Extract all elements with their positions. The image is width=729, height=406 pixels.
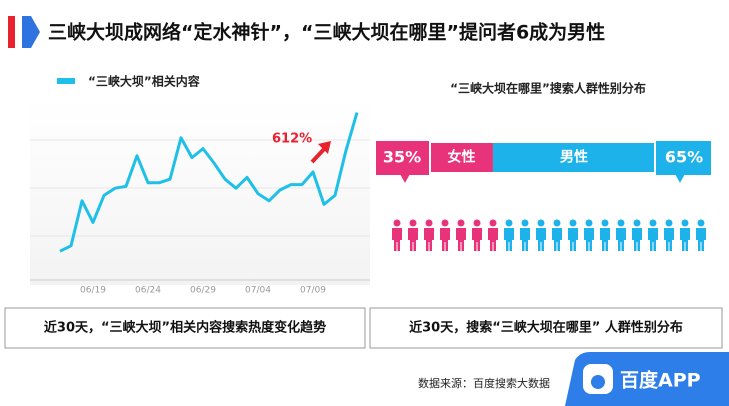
person-body bbox=[568, 228, 578, 251]
person-head bbox=[649, 219, 657, 227]
person-icon bbox=[648, 219, 658, 251]
legend-swatch bbox=[57, 78, 75, 84]
person-body bbox=[488, 228, 498, 251]
person-head bbox=[633, 219, 641, 227]
header-arrow bbox=[22, 16, 40, 48]
logo-text: 百度APP bbox=[620, 369, 701, 392]
person-icon bbox=[680, 219, 690, 251]
person-body bbox=[680, 228, 690, 251]
badge bbox=[374, 139, 431, 188]
caption-box bbox=[4, 307, 366, 349]
person-body bbox=[696, 228, 706, 251]
value-label: 35% bbox=[383, 148, 421, 167]
person-icon bbox=[552, 219, 562, 251]
person-head bbox=[457, 219, 465, 227]
person-icon bbox=[616, 219, 626, 251]
person-body bbox=[424, 228, 434, 251]
person-head bbox=[697, 219, 705, 227]
annotation-arrowhead bbox=[318, 141, 331, 154]
person-body bbox=[664, 228, 674, 251]
x-tick-label: 07/04 bbox=[245, 286, 271, 296]
badge bbox=[654, 139, 713, 188]
x-tick-label: 06/24 bbox=[135, 286, 161, 296]
caption: 近30天，“三峡大坝”相关内容搜索热度变化趋势 bbox=[44, 320, 326, 336]
gender-title: “三峡大坝在哪里”搜索人群性别分布 bbox=[450, 81, 646, 96]
gender-label: 女性 bbox=[447, 149, 475, 166]
person-body bbox=[536, 228, 546, 251]
person-icon bbox=[536, 219, 546, 251]
person-head bbox=[681, 219, 689, 227]
caption-box bbox=[369, 307, 723, 349]
person-body bbox=[408, 228, 418, 251]
line bbox=[59, 112, 359, 253]
x-tick-label: 06/19 bbox=[80, 286, 106, 296]
person-head bbox=[521, 219, 529, 227]
person-body bbox=[616, 228, 626, 251]
person-head bbox=[553, 219, 561, 227]
person-head bbox=[617, 219, 625, 227]
person-body bbox=[392, 228, 402, 251]
decor-lines bbox=[30, 139, 370, 237]
plot-background bbox=[30, 100, 370, 285]
person-icon bbox=[632, 219, 642, 251]
caption: 近30天，搜索“三峡大坝在哪里” 人群性别分布 bbox=[409, 320, 683, 336]
person-body bbox=[648, 228, 658, 251]
person-body bbox=[552, 228, 562, 251]
annotation: 612% bbox=[272, 132, 312, 147]
person-head bbox=[425, 219, 433, 227]
legend-label: “三峡大坝”相关内容 bbox=[88, 74, 200, 89]
person-icon bbox=[584, 219, 594, 251]
x-tick-label: 06/29 bbox=[190, 286, 216, 296]
person-icon bbox=[408, 219, 418, 251]
person-head bbox=[505, 219, 513, 227]
person-icon bbox=[424, 219, 434, 251]
person-head bbox=[473, 219, 481, 227]
person-body bbox=[520, 228, 530, 251]
person-body bbox=[456, 228, 466, 251]
logo-icon-mark bbox=[591, 375, 605, 389]
person-body bbox=[632, 228, 642, 251]
person-icon bbox=[472, 219, 482, 251]
header-title: 三峡大坝成网络“定水神针”，“三峡大坝在哪里”提问者6成为男性 bbox=[48, 21, 605, 44]
person-icon bbox=[440, 219, 450, 251]
person-body bbox=[600, 228, 610, 251]
person-icon bbox=[520, 219, 530, 251]
person-head bbox=[393, 219, 401, 227]
person-head bbox=[569, 219, 577, 227]
person-body bbox=[584, 228, 594, 251]
value-label: 65% bbox=[665, 148, 703, 167]
person-icon bbox=[600, 219, 610, 251]
person-head bbox=[489, 219, 497, 227]
person-body bbox=[472, 228, 482, 251]
person-icon bbox=[504, 219, 514, 251]
source: 数据来源：百度搜索大数据 bbox=[418, 376, 550, 390]
person-head bbox=[601, 219, 609, 227]
x-tick-label: 07/09 bbox=[300, 286, 326, 296]
header-bar bbox=[8, 16, 15, 48]
person-icon bbox=[392, 219, 402, 251]
person-head bbox=[441, 219, 449, 227]
person-body bbox=[440, 228, 450, 251]
person-icon bbox=[488, 219, 498, 251]
person-head bbox=[665, 219, 673, 227]
gender-label: 男性 bbox=[560, 149, 588, 166]
person-icon bbox=[696, 219, 706, 251]
person-head bbox=[409, 219, 417, 227]
person-icon bbox=[456, 219, 466, 251]
person-body bbox=[504, 228, 514, 251]
person-icon bbox=[664, 219, 674, 251]
person-head bbox=[585, 219, 593, 227]
person-icon bbox=[568, 219, 578, 251]
person-head bbox=[537, 219, 545, 227]
